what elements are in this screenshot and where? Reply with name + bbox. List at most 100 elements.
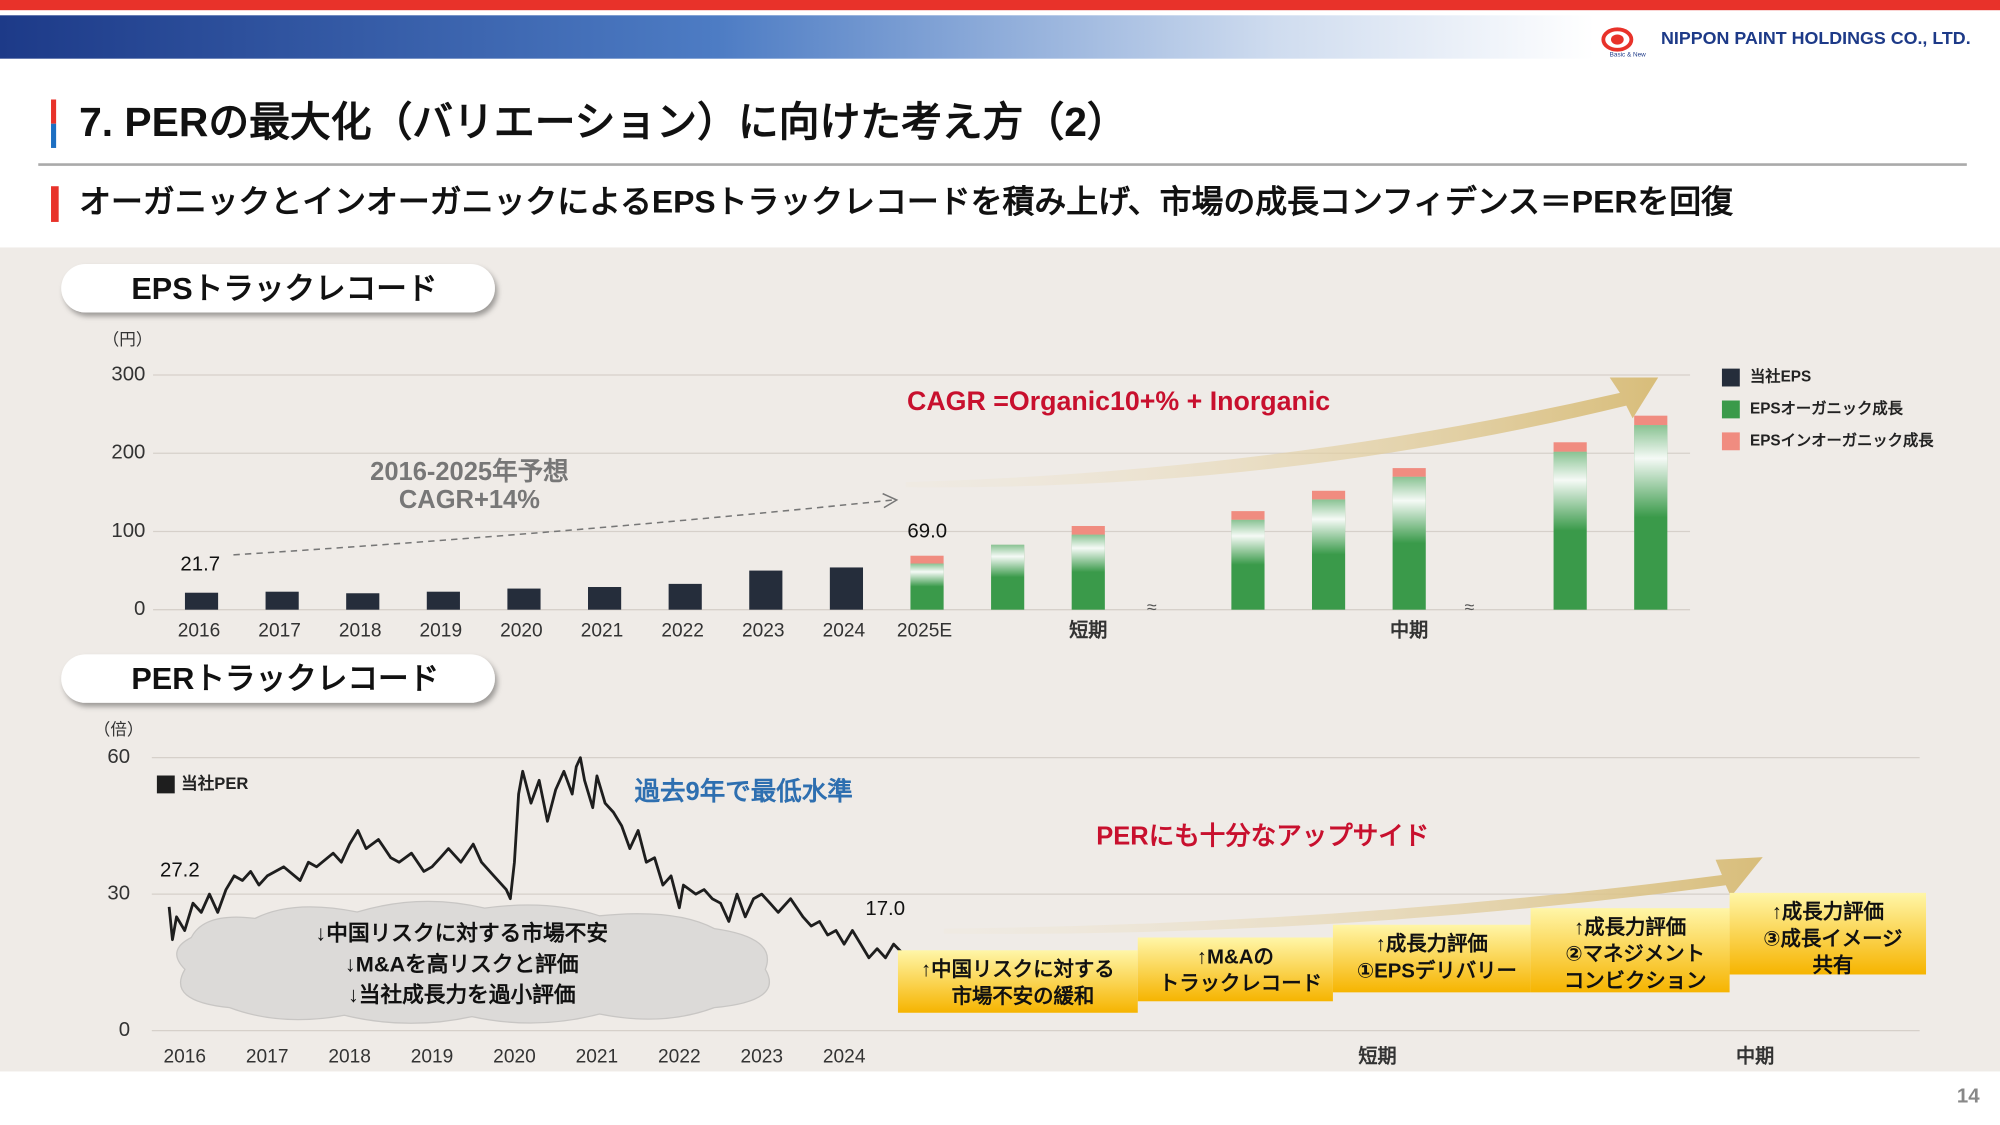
bar xyxy=(668,583,702,610)
low-note: 過去9年で最低水準 xyxy=(635,777,853,806)
y-tick-label: 60 xyxy=(107,746,130,768)
y-tick-label: 300 xyxy=(111,363,145,385)
subtitle: オーガニックとインオーガニックによるEPSトラックレコードを積み上げ、市場の成長… xyxy=(79,184,1734,220)
x-tick-label: 2025E xyxy=(897,620,952,641)
y-tick-label: 200 xyxy=(111,442,145,464)
risk-note: ↓中国リスクに対する市場不安 xyxy=(315,921,608,946)
bar xyxy=(1553,442,1587,452)
section-pill xyxy=(61,654,495,703)
driver-text: 市場不安の緩和 xyxy=(952,984,1095,1008)
risk-note: ↓M&Aを高リスクと評価 xyxy=(345,951,579,976)
per-line xyxy=(167,756,904,960)
legend-label: EPSオーガニック成長 xyxy=(1750,399,1904,417)
unit-label: （円） xyxy=(103,330,153,349)
driver-text: ↑成長力評価 xyxy=(1772,900,1884,924)
header-band xyxy=(0,15,1595,59)
x-tick-label: 2019 xyxy=(420,620,463,641)
bar xyxy=(910,555,944,564)
growth-arrow xyxy=(943,857,1763,934)
legend-swatch xyxy=(156,775,175,794)
x-tick-label: 2024 xyxy=(823,620,866,641)
driver-box xyxy=(897,950,1138,1013)
arrow-head xyxy=(882,492,899,509)
bar xyxy=(507,588,541,610)
driver-text: ↑中国リスクに対する xyxy=(921,957,1115,981)
y-tick-label: 30 xyxy=(107,883,130,905)
x-tick-label: 2020 xyxy=(493,1046,536,1067)
driver-box xyxy=(1332,924,1531,993)
bar xyxy=(184,592,219,610)
driver-text: ↑成長力評価 xyxy=(1376,932,1488,956)
page-number: 14 xyxy=(1957,1085,1980,1107)
x-tick-label: 2021 xyxy=(581,620,624,641)
driver-box xyxy=(1137,937,1333,1002)
data-label: 17.0 xyxy=(865,898,905,920)
x-tick-label: 2022 xyxy=(658,1046,701,1067)
dashed-arrow xyxy=(233,499,893,556)
top-bar xyxy=(0,0,2000,11)
x-tick-label: 2017 xyxy=(246,1046,289,1067)
driver-text: 共有 xyxy=(1813,953,1854,977)
subtitle-marker xyxy=(51,186,59,222)
bar-sheen xyxy=(1071,534,1105,610)
data-label: 69.0 xyxy=(907,520,947,542)
y-tick-label: 0 xyxy=(119,1019,130,1041)
growth-arrow xyxy=(905,377,1659,488)
bar-sheen xyxy=(1392,476,1426,610)
bar xyxy=(1071,525,1105,535)
x-tick-label: 2024 xyxy=(823,1046,866,1067)
x-tick-label: 2022 xyxy=(661,620,704,641)
x-tick-label: 2020 xyxy=(500,620,543,641)
driver-box xyxy=(1729,892,1927,975)
bar xyxy=(1392,468,1426,477)
driver-text: ①EPSデリバリー xyxy=(1357,958,1517,982)
bar-sheen xyxy=(1553,451,1587,610)
section-title: EPSトラックレコード xyxy=(131,272,437,306)
x-tick-label: 2018 xyxy=(339,620,382,641)
bar-sheen xyxy=(1231,519,1265,610)
bar-sheen xyxy=(991,544,1025,610)
eps-chart: （円） 0 100 200 300 ≈ ≈2016 2017 2018 2019 2020 2021 2… xyxy=(103,330,1935,641)
legend-swatch xyxy=(1721,400,1740,419)
section-title: PERトラックレコード xyxy=(131,662,439,696)
x-tick-label: 2016 xyxy=(178,620,221,641)
logo: NIPPON PAINT HOLDINGS CO., LTD. Basic & … xyxy=(1601,27,1971,59)
driver-text: ②マネジメント xyxy=(1565,943,1705,966)
bar xyxy=(1634,415,1668,426)
x-tick-label: 2023 xyxy=(740,1046,783,1067)
bar xyxy=(829,567,864,610)
risk-note: ↓当社成長力を過小評価 xyxy=(348,982,576,1007)
section-pill xyxy=(61,264,495,313)
legend-swatch xyxy=(1721,432,1740,451)
legend-swatch xyxy=(1721,368,1740,387)
axis-break: ≈ xyxy=(1147,597,1157,617)
data-label: 21.7 xyxy=(180,553,220,575)
company: NIPPON PAINT HOLDINGS CO., LTD. xyxy=(1661,28,1971,48)
x-tick-label: 2017 xyxy=(258,620,301,641)
cagr-note: 2016-2025年予想 xyxy=(370,457,568,486)
bar xyxy=(1231,511,1265,520)
bar xyxy=(749,570,783,610)
bar xyxy=(1311,490,1346,500)
driver-text: ↑M&Aの xyxy=(1197,946,1274,968)
driver-text: ③成長イメージ xyxy=(1763,926,1902,950)
x-tick-label: 2016 xyxy=(163,1046,206,1067)
y-tick-label: 100 xyxy=(111,520,145,542)
legend-label: 当社EPS xyxy=(1750,368,1811,386)
x-tick-label: 2018 xyxy=(328,1046,371,1067)
data-label: 27.2 xyxy=(160,860,200,882)
legend-label: EPSインオーガニック成長 xyxy=(1750,431,1934,449)
driver-text: ↑成長力評価 xyxy=(1574,915,1686,939)
bar xyxy=(265,591,299,610)
title: 7. PERの最大化（バリエーション）に向けた考え方（2） xyxy=(79,99,1128,145)
unit-label: （倍） xyxy=(94,720,144,739)
title-marker xyxy=(51,99,57,124)
legend-label: 当社PER xyxy=(181,773,248,793)
upside-note: PERにも十分なアップサイド xyxy=(1096,823,1429,851)
y-tick-label: 0 xyxy=(134,598,145,620)
cagr-note: CAGR+14% xyxy=(399,486,540,514)
bar xyxy=(588,587,622,610)
cagr-target: CAGR =Organic10+% + Inorganic xyxy=(907,386,1330,416)
